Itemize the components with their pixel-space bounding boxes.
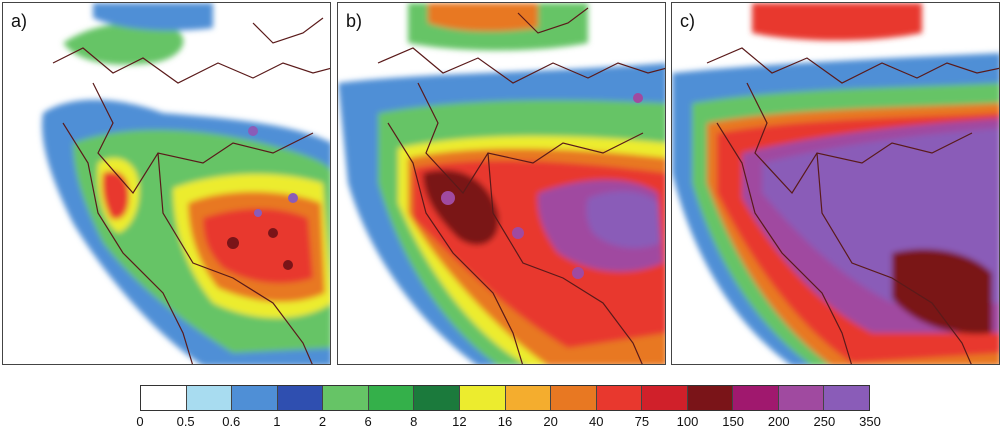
colorbar-tick-label: 16 [497,414,513,429]
colorbar-swatch [141,386,187,410]
colorbar-tick-label: 350 [859,414,881,429]
panel-label: b) [346,11,363,31]
precip-region-top-red [752,3,922,41]
panel-label: c) [680,11,695,31]
colorbar-tick-label: 75 [634,414,650,429]
colorbar-swatch [642,386,688,410]
colorbar-tick-label: 0.5 [176,414,195,429]
colorbar-swatch [733,386,779,410]
colorbar-swatch [824,386,869,410]
precip-region-violet [586,191,660,249]
colorbar-tick-label: 150 [722,414,744,429]
colorbar-swatch [323,386,369,410]
precip-cell [283,260,293,270]
precip-cell [248,126,258,136]
precip-cell [268,228,278,238]
colorbar-tick-label: 2 [318,414,327,429]
colorbar-swatch [687,386,734,410]
precip-region-north-green [63,23,184,65]
map-panel-a: a) [2,2,331,365]
colorbar-tick-label: 0.6 [222,414,241,429]
colorbar-swatch [368,386,415,410]
colorbar-swatch [459,386,506,410]
colorbar-tick-label: 1 [273,414,281,429]
country-borders [706,47,999,364]
country-borders [52,17,330,364]
colorbar-tick-label: 0 [136,414,144,429]
precip-region-top-blue [93,3,213,31]
colorbar-swatch [186,386,233,410]
colorbar-tick-label: 20 [543,414,558,429]
map-panel-c: c) [671,2,1000,365]
precip-cell [227,237,239,249]
colorbar-tick-label: 8 [410,414,418,429]
precip-cell [633,93,643,103]
colorbar-tick-label: 12 [452,414,467,429]
colorbar-tick-labels: 0 0.5 0.6 1 2 6 8 12 16 20 40 75 100 150 200 250 350 [136,414,880,430]
colorbar-tick-label: 250 [813,414,836,429]
colorbar-swatch [414,386,460,410]
precip-colorbar [140,385,870,411]
precip-cell [441,191,455,205]
colorbar-swatch [551,386,597,410]
country-borders [377,7,665,364]
panel-label: a) [11,11,28,31]
colorbar-swatch [232,386,278,410]
map-c-svg [672,3,999,364]
colorbar-swatch [277,386,324,410]
precip-region-andes-red [102,171,130,220]
precip-region-top-orange [428,3,538,32]
colorbar-tick-label: 200 [767,414,790,429]
map-b-svg [338,3,665,364]
colorbar-tick-label: 100 [676,414,699,429]
map-a-svg [42,3,330,364]
precip-region-darkred [892,249,992,334]
precip-cell [572,267,584,279]
precip-cell [254,209,262,217]
colorbar-tick-label: 40 [589,414,604,429]
colorbar-swatch [596,386,643,410]
map-panel-b: b) [337,2,666,365]
precip-cell [288,193,298,203]
precip-cell [512,227,524,239]
colorbar-swatch [505,386,552,410]
precip-region-darkred [423,169,499,245]
colorbar-swatch [778,386,825,410]
colorbar-tick-label: 6 [364,414,372,429]
